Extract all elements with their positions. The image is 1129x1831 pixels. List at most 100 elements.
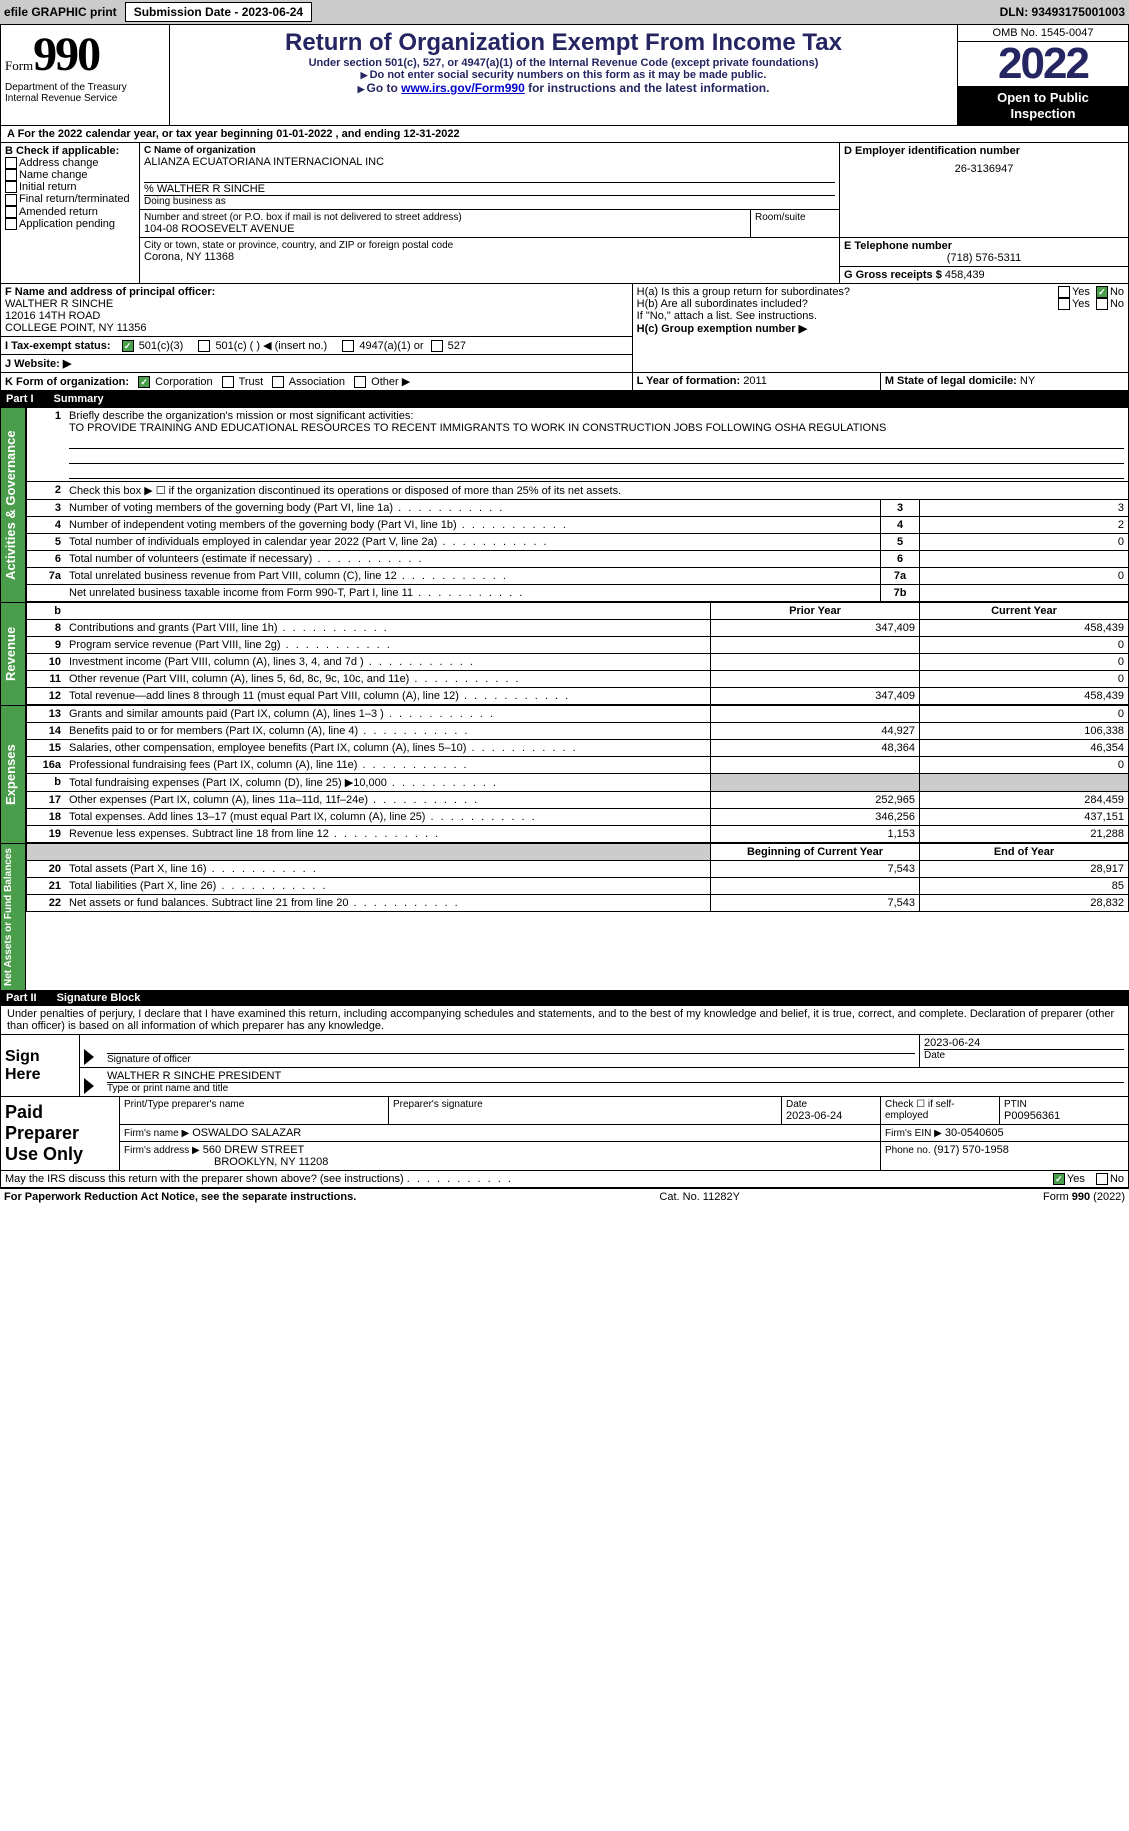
table-row: 18Total expenses. Add lines 13–17 (must … (27, 809, 1129, 826)
header-info-table: B Check if applicable: Address change Na… (0, 143, 1129, 284)
main-title: Return of Organization Exempt From Incom… (178, 29, 949, 57)
checkbox-initial-return[interactable] (5, 181, 17, 193)
firm-phone-cell: Phone no. (917) 570-1958 (881, 1142, 1129, 1171)
table-row: 9Program service revenue (Part VIII, lin… (27, 637, 1129, 654)
checkbox-discuss-no[interactable] (1096, 1173, 1108, 1185)
form-header: Form990 Department of the Treasury Inter… (0, 25, 1129, 126)
checkbox-corp[interactable] (138, 376, 150, 388)
checkbox-application-pending[interactable] (5, 218, 17, 230)
table-row: 4Number of independent voting members of… (27, 517, 1129, 534)
part1-header: Part I Summary (0, 391, 1129, 407)
summary-ag-table: 1 Briefly describe the organization's mi… (26, 407, 1129, 602)
section-expenses: Expenses 13Grants and similar amounts pa… (0, 705, 1129, 843)
box-j: J Website: ▶ (1, 355, 633, 373)
checkbox-hb-yes[interactable] (1058, 298, 1070, 310)
box-h: H(a) Is this a group return for subordin… (632, 284, 1128, 373)
summary-exp-table: 13Grants and similar amounts paid (Part … (26, 705, 1129, 843)
box-c-street: Number and street (or P.O. box if mail i… (140, 210, 751, 238)
sub-title-1: Under section 501(c), 527, or 4947(a)(1)… (178, 57, 949, 69)
checkbox-final-return[interactable] (5, 194, 17, 206)
discuss-row: May the IRS discuss this return with the… (1, 1171, 1129, 1188)
checkbox-ha-no[interactable] (1096, 286, 1108, 298)
firm-name-cell: Firm's name ▶ OSWALDO SALAZAR (120, 1125, 881, 1142)
table-row: 8Contributions and grants (Part VIII, li… (27, 620, 1129, 637)
table-row: 14Benefits paid to or for members (Part … (27, 723, 1129, 740)
calendar-year-row: A For the 2022 calendar year, or tax yea… (0, 126, 1129, 143)
box-c-city: City or town, state or province, country… (140, 238, 840, 284)
table-row: 11Other revenue (Part VIII, column (A), … (27, 671, 1129, 688)
summary-rev-table: b Prior Year Current Year 8Contributions… (26, 602, 1129, 705)
irs-link[interactable]: www.irs.gov/Form990 (401, 81, 525, 95)
efile-label: efile GRAPHIC print (4, 5, 117, 19)
checkbox-ha-yes[interactable] (1058, 286, 1070, 298)
box-c-room: Room/suite (751, 210, 840, 238)
officer-signature-row: Signature of officer (103, 1035, 920, 1068)
preparer-check-cell: Check ☐ if self-employed (881, 1097, 1000, 1125)
sign-here-label: Sign Here (1, 1035, 80, 1097)
irs-label: Internal Revenue Service (5, 93, 165, 104)
box-c-name: C Name of organization ALIANZA ECUATORIA… (140, 143, 840, 210)
checkbox-discuss-yes[interactable] (1053, 1173, 1065, 1185)
checkbox-trust[interactable] (222, 376, 234, 388)
klm-table: K Form of organization: Corporation Trus… (0, 373, 1129, 391)
footer-left: For Paperwork Reduction Act Notice, see … (4, 1191, 356, 1203)
form-number: Form990 (5, 27, 165, 82)
top-bar: efile GRAPHIC print Submission Date - 20… (0, 0, 1129, 25)
box-l: L Year of formation: 2011 (632, 373, 880, 391)
tax-year: 2022 (958, 42, 1128, 86)
table-row: 6Total number of volunteers (estimate if… (27, 551, 1129, 568)
table-row: 10Investment income (Part VIII, column (… (27, 654, 1129, 671)
table-row: 17Other expenses (Part IX, column (A), l… (27, 792, 1129, 809)
preparer-sig-cell: Preparer's signature (389, 1097, 782, 1125)
sign-here-table: Sign Here Signature of officer 2023-06-2… (0, 1035, 1129, 1097)
firm-ein-cell: Firm's EIN ▶ 30-0540605 (881, 1125, 1129, 1142)
footer-mid: Cat. No. 11282Y (659, 1191, 740, 1203)
preparer-table: Paid Preparer Use Only Print/Type prepar… (0, 1097, 1129, 1171)
submission-date-button[interactable]: Submission Date - 2023-06-24 (125, 2, 312, 22)
box-k: K Form of organization: Corporation Trus… (1, 373, 633, 391)
page-footer: For Paperwork Reduction Act Notice, see … (0, 1188, 1129, 1205)
sub-title-2: Do not enter social security numbers on … (178, 69, 949, 81)
goto-line: Go to www.irs.gov/Form990 for instructio… (178, 81, 949, 95)
form-header-left: Form990 Department of the Treasury Inter… (1, 25, 170, 125)
officer-name-row: WALTHER R SINCHE PRESIDENT Type or print… (103, 1068, 1129, 1097)
section-net: Net Assets or Fund Balances Beginning of… (0, 843, 1129, 990)
preparer-date-cell: Date 2023-06-24 (782, 1097, 881, 1125)
checkbox-assoc[interactable] (272, 376, 284, 388)
table-row: 20Total assets (Part X, line 16)7,54328,… (27, 861, 1129, 878)
preparer-name-cell: Print/Type preparer's name (120, 1097, 389, 1125)
box-i: I Tax-exempt status: 501(c)(3) 501(c) ( … (1, 337, 633, 355)
box-f: F Name and address of principal officer:… (1, 284, 633, 337)
box-m: M State of legal domicile: NY (880, 373, 1128, 391)
vert-label-net: Net Assets or Fund Balances (0, 843, 26, 990)
box-e: E Telephone number (718) 576-5311 (840, 238, 1129, 267)
box-d: D Employer identification number 26-3136… (840, 143, 1129, 238)
table-row: 5Total number of individuals employed in… (27, 534, 1129, 551)
discuss-table: May the IRS discuss this return with the… (0, 1171, 1129, 1188)
table-row: 19Revenue less expenses. Subtract line 1… (27, 826, 1129, 843)
table-row: 16aProfessional fundraising fees (Part I… (27, 757, 1129, 774)
checkbox-hb-no[interactable] (1096, 298, 1108, 310)
officer-group-table: F Name and address of principal officer:… (0, 284, 1129, 373)
dept-label: Department of the Treasury (5, 82, 165, 93)
checkbox-501c3[interactable] (122, 340, 134, 352)
sign-date: 2023-06-24 Date (920, 1035, 1129, 1068)
vert-label-rev: Revenue (0, 602, 26, 705)
table-row: Net unrelated business taxable income fr… (27, 585, 1129, 602)
checkbox-other[interactable] (354, 376, 366, 388)
checkbox-527[interactable] (431, 340, 443, 352)
open-public-badge: Open to Public Inspection (958, 86, 1128, 125)
checkbox-name-change[interactable] (5, 169, 17, 181)
paid-preparer-label: Paid Preparer Use Only (1, 1097, 120, 1171)
checkbox-4947[interactable] (342, 340, 354, 352)
section-revenue: Revenue b Prior Year Current Year 8Contr… (0, 602, 1129, 705)
table-row: 12Total revenue—add lines 8 through 11 (… (27, 688, 1129, 705)
checkbox-amended-return[interactable] (5, 206, 17, 218)
vert-label-ag: Activities & Governance (0, 407, 26, 602)
table-row: 22Net assets or fund balances. Subtract … (27, 895, 1129, 912)
checkbox-501c[interactable] (198, 340, 210, 352)
box-g: G Gross receipts $ 458,439 (840, 267, 1129, 284)
summary-net-table: Beginning of Current Year End of Year 20… (26, 843, 1129, 912)
dln-label: DLN: 93493175001003 (1000, 5, 1125, 19)
checkbox-address-change[interactable] (5, 157, 17, 169)
